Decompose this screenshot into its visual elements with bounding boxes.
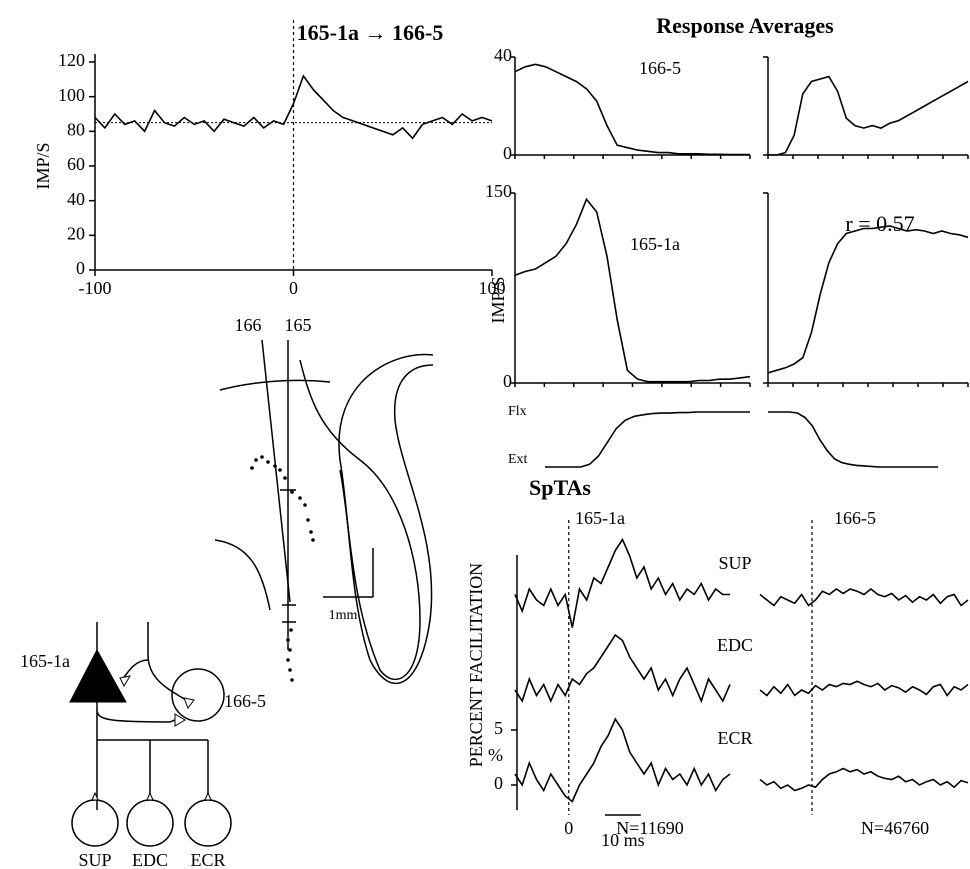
muscle-label: SUP: [78, 850, 111, 869]
position-trace: [545, 411, 750, 468]
y-tick-label: 0: [503, 371, 512, 391]
y-tick-label: 80: [67, 119, 85, 139]
spta-trace: [514, 633, 731, 704]
spta-trace: [759, 587, 969, 607]
x-tick-label: 0: [289, 278, 298, 298]
y-tick-label: 0: [76, 258, 85, 278]
response-trace: [768, 75, 969, 156]
x-tick-label: 100: [479, 278, 506, 298]
column-label: 165-1a: [575, 508, 625, 528]
row-label: ECR: [717, 728, 752, 748]
chart-title: Response Averages: [656, 13, 834, 38]
y-axis-label: IMP/S: [488, 276, 508, 323]
muscle-label: EDC: [132, 850, 168, 869]
spta-trace: [514, 717, 731, 803]
spta-trace: [759, 680, 969, 697]
column-label: 166-5: [834, 508, 876, 528]
row-label: 166-5: [639, 58, 681, 78]
chart-title: 165-1a → 166-5: [297, 20, 444, 45]
cell-label: 166-5: [224, 691, 266, 711]
muscle: [126, 799, 174, 847]
row-label: EDC: [717, 635, 753, 655]
muscle: [184, 799, 232, 847]
x-tick-label: -100: [79, 278, 112, 298]
electrode-label: 165: [285, 315, 312, 335]
response-trace: [514, 197, 751, 383]
white-matter-outline: [214, 539, 271, 611]
pyramidal-cell: [69, 648, 127, 703]
electrode-label: 166: [235, 315, 262, 335]
annotation: r = 0.57: [845, 211, 914, 236]
y-tick-label: 150: [485, 181, 512, 201]
y-tick-label: 5: [494, 718, 503, 738]
correlogram-trace: [94, 74, 493, 140]
cortex-outline: [219, 379, 331, 391]
y-unit: %: [488, 745, 503, 765]
row-label: 165-1a: [630, 234, 680, 254]
recording-sites: [250, 455, 315, 682]
y-tick-label: 0: [494, 773, 503, 793]
y-tick-label: 20: [67, 223, 85, 243]
response-trace: [514, 63, 750, 156]
cell-body: [171, 668, 225, 722]
muscle-label: ECR: [190, 850, 225, 869]
spta-trace: [759, 767, 969, 792]
position-trace: [768, 411, 938, 468]
chart-title: SpTAs: [529, 475, 591, 500]
y-tick-label: 100: [58, 85, 85, 105]
position-label: Ext: [508, 452, 528, 467]
anatomy: 166 165 1mm: [214, 315, 434, 685]
y-axis-label: PERCENT FACILITATION: [466, 563, 486, 767]
cell-label: 165-1a: [20, 651, 70, 671]
y-axis-label: IMP/S: [33, 142, 53, 189]
sulcus-outline: [299, 359, 421, 681]
row-label: SUP: [718, 553, 751, 573]
y-tick-label: 120: [58, 50, 85, 70]
y-tick-label: 40: [67, 189, 85, 209]
electrode-track: [261, 339, 291, 603]
y-tick-label: 0: [503, 143, 512, 163]
count-label: N=46760: [861, 818, 929, 838]
position-label: Flx: [508, 404, 527, 419]
y-tick-label: 40: [494, 45, 512, 65]
x-tick-label: 0: [564, 818, 573, 838]
scale-label: 10 ms: [601, 830, 645, 850]
count-label: N=11690: [616, 818, 683, 838]
spta-trace: [514, 537, 730, 628]
y-tick-label: 60: [67, 154, 85, 174]
response-trace: [767, 225, 969, 374]
circuit: 165-1a 166-5 SUP EDC ECR: [20, 622, 266, 869]
gyrus-outline: [338, 353, 434, 685]
scale-label: 1mm: [329, 608, 358, 623]
muscle: [71, 799, 119, 847]
